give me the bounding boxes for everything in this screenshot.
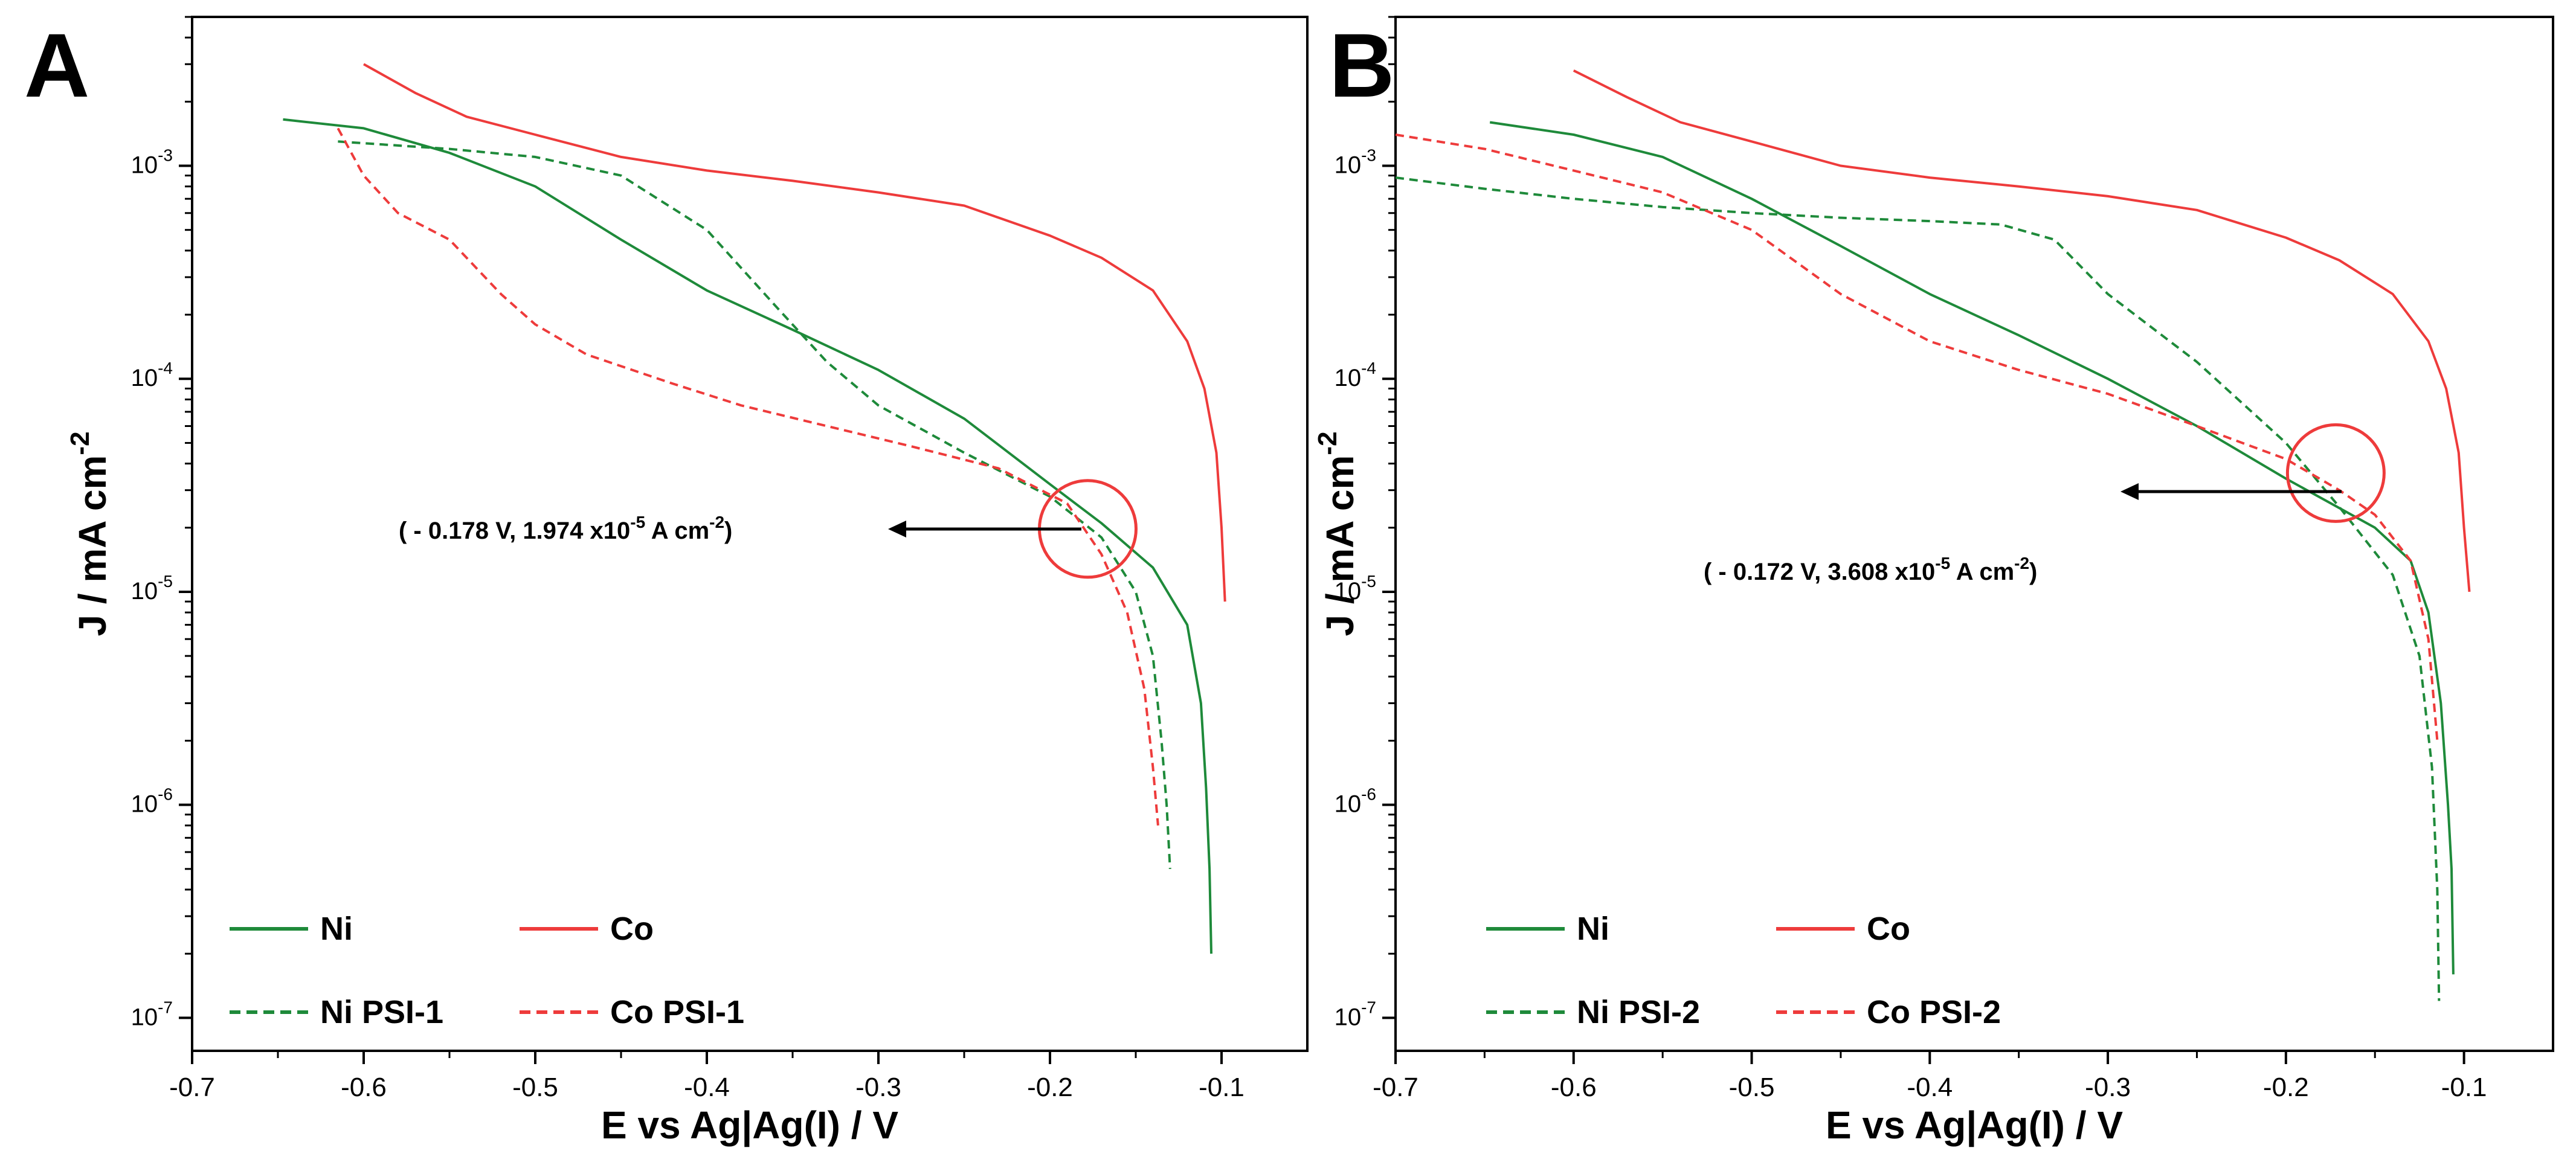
x-tick-label: -0.4 [1907, 1073, 1953, 1102]
series-line-co-psi-1 [336, 127, 1159, 826]
legend-label: Co [1867, 911, 1910, 947]
y-tick-label: 10-6 [131, 785, 173, 818]
annotation-label: ( - 0.172 V, 3.608 x10-5 A cm-2) [1704, 554, 2037, 585]
panel-letter: B [1329, 14, 1394, 116]
legend-label: Ni [1577, 911, 1609, 947]
plot-frame [191, 16, 1309, 1052]
x-axis-label: E vs Ag|Ag(I) / V [601, 1103, 898, 1147]
series-line-co-psi-2 [1395, 133, 2439, 741]
x-tick-label: -0.6 [1551, 1073, 1597, 1102]
series-line-ni-psi-2 [1395, 176, 2441, 1001]
x-axis-label: E vs Ag|Ag(I) / V [1826, 1103, 2123, 1147]
panel-letter: A [24, 14, 89, 116]
x-tick-label: -0.3 [2085, 1073, 2131, 1102]
x-tick-label: -0.1 [1199, 1073, 1245, 1102]
y-tick-label: 10-3 [1335, 146, 1376, 179]
y-tick-label: 10-5 [131, 572, 173, 605]
legend-label: Ni PSI-2 [1577, 994, 1700, 1030]
legend-label: Co [610, 911, 654, 947]
x-tick-label: -0.7 [169, 1073, 215, 1102]
y-tick-label: 10-4 [131, 359, 173, 391]
x-tick-label: -0.2 [2263, 1073, 2309, 1102]
x-tick-label: -0.4 [684, 1073, 730, 1102]
x-tick-label: -0.5 [1729, 1073, 1775, 1102]
annotation-arrow-head [2120, 483, 2139, 500]
series-line-ni [283, 118, 1212, 954]
legend-label: Ni [320, 911, 353, 947]
legend-label: Co PSI-2 [1867, 994, 2001, 1030]
legend-label: Co PSI-1 [610, 994, 744, 1030]
series-line-co [1573, 69, 2471, 592]
annotation-arrow-head [888, 521, 906, 537]
series-line-ni [1489, 121, 2455, 975]
series-line-ni-psi-1 [338, 140, 1171, 869]
annotation-circle [2285, 423, 2386, 523]
x-tick-label: -0.1 [2441, 1073, 2487, 1102]
y-axis-label: J / mA cm-2 [65, 431, 114, 636]
panel-a: A -0.7 -0.6 -0.5 -0.4 -0.3 -0.2 -0.1 10-7 10-6 10-… [24, 14, 1309, 1147]
y-axis-label: J / mA cm-2 [1313, 431, 1362, 636]
x-tick-label: -0.7 [1373, 1073, 1418, 1102]
y-tick-label: 10-7 [1335, 998, 1376, 1030]
y-tick-label: 10-7 [131, 998, 173, 1030]
x-tick-label: -0.5 [512, 1073, 558, 1102]
x-tick-label: -0.3 [855, 1073, 901, 1102]
x-tick-label: -0.2 [1027, 1073, 1073, 1102]
y-tick-label: 10-4 [1335, 359, 1376, 391]
panel-b: B -0.7 -0.6 -0.5 -0.4 -0.3 -0.2 -0.1 10-7 10-6 10-… [1313, 14, 2554, 1147]
y-tick-label: 10-5 [1335, 572, 1376, 605]
y-tick-label: 10-3 [131, 146, 173, 179]
legend-label: Ni PSI-1 [320, 994, 443, 1030]
annotation-label: ( - 0.178 V, 1.974 x10-5 A cm-2) [399, 513, 732, 544]
x-tick-label: -0.6 [341, 1073, 387, 1102]
plot-frame [1394, 16, 2554, 1052]
series-line-co [363, 63, 1226, 602]
y-tick-label: 10-6 [1335, 785, 1376, 818]
